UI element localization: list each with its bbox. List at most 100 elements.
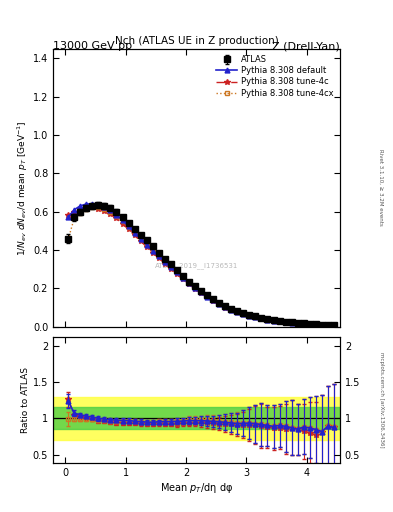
Pythia 8.308 tune-4c — [151, 249, 155, 255]
Pythia 8.308 tune-4c — [265, 317, 270, 323]
Pythia 8.308 tune-4cx — [320, 322, 324, 328]
Pythia 8.308 default — [301, 321, 306, 327]
Pythia 8.308 default — [78, 203, 83, 209]
Pythia 8.308 tune-4cx — [156, 253, 161, 259]
Pythia 8.308 tune-4c — [277, 318, 282, 325]
Pythia 8.308 tune-4c — [156, 255, 161, 261]
Pythia 8.308 default — [156, 253, 161, 260]
Pythia 8.308 tune-4cx — [314, 322, 318, 328]
Pythia 8.308 default — [90, 201, 95, 207]
Text: mcplots.cern.ch [arXiv:1306.3436]: mcplots.cern.ch [arXiv:1306.3436] — [379, 352, 384, 448]
Pythia 8.308 tune-4c — [229, 307, 233, 313]
Pythia 8.308 default — [66, 215, 70, 221]
Pythia 8.308 tune-4c — [295, 321, 300, 327]
Pythia 8.308 tune-4cx — [307, 321, 312, 327]
Pythia 8.308 default — [289, 320, 294, 326]
Pythia 8.308 tune-4cx — [265, 316, 270, 323]
Pythia 8.308 tune-4c — [223, 305, 228, 311]
Pythia 8.308 tune-4c — [241, 311, 246, 317]
Pythia 8.308 tune-4cx — [144, 242, 149, 248]
Pythia 8.308 tune-4cx — [229, 306, 233, 312]
Pythia 8.308 default — [126, 223, 131, 229]
Pythia 8.308 tune-4c — [66, 212, 70, 219]
Pythia 8.308 tune-4c — [211, 298, 215, 304]
Pythia 8.308 default — [271, 317, 276, 324]
Pythia 8.308 default — [211, 297, 215, 304]
Pythia 8.308 tune-4cx — [289, 320, 294, 326]
Pythia 8.308 tune-4cx — [114, 213, 119, 219]
Pythia 8.308 tune-4cx — [151, 247, 155, 253]
Pythia 8.308 tune-4c — [332, 323, 336, 329]
Pythia 8.308 tune-4cx — [217, 301, 222, 307]
Pythia 8.308 default — [114, 211, 119, 218]
Pythia 8.308 tune-4c — [126, 226, 131, 232]
Text: 13000 GeV pp: 13000 GeV pp — [53, 41, 132, 51]
Pythia 8.308 tune-4cx — [283, 319, 288, 325]
Pythia 8.308 tune-4c — [205, 294, 209, 301]
Pythia 8.308 tune-4c — [180, 276, 185, 283]
Pythia 8.308 tune-4c — [271, 318, 276, 324]
Pythia 8.308 tune-4c — [301, 321, 306, 327]
Pythia 8.308 default — [205, 293, 209, 300]
Pythia 8.308 default — [307, 321, 312, 327]
Pythia 8.308 tune-4c — [314, 322, 318, 328]
Pythia 8.308 tune-4c — [217, 302, 222, 308]
Pythia 8.308 tune-4cx — [84, 206, 89, 212]
Pythia 8.308 tune-4c — [169, 266, 173, 272]
Pythia 8.308 default — [193, 285, 197, 291]
Pythia 8.308 tune-4cx — [325, 322, 330, 328]
Pythia 8.308 tune-4c — [307, 322, 312, 328]
Pythia 8.308 default — [169, 264, 173, 270]
Pythia 8.308 tune-4cx — [96, 204, 101, 210]
Pythia 8.308 default — [241, 311, 246, 317]
Pythia 8.308 tune-4c — [235, 309, 240, 315]
Pythia 8.308 tune-4c — [320, 322, 324, 328]
Pythia 8.308 tune-4c — [108, 211, 113, 217]
Pythia 8.308 default — [217, 301, 222, 307]
Pythia 8.308 tune-4cx — [72, 215, 77, 221]
Pythia 8.308 tune-4cx — [174, 269, 179, 275]
Pythia 8.308 tune-4c — [84, 204, 89, 210]
Pythia 8.308 tune-4c — [283, 319, 288, 326]
Pythia 8.308 default — [180, 275, 185, 281]
Text: Rivet 3.1.10, ≥ 3.2M events: Rivet 3.1.10, ≥ 3.2M events — [379, 150, 384, 226]
Pythia 8.308 tune-4cx — [205, 293, 209, 300]
Pythia 8.308 tune-4c — [259, 315, 264, 322]
Pythia 8.308 tune-4c — [138, 238, 143, 244]
Pythia 8.308 default — [144, 242, 149, 248]
Pythia 8.308 default — [138, 236, 143, 242]
Pythia 8.308 tune-4cx — [332, 323, 336, 329]
Pythia 8.308 default — [223, 304, 228, 310]
Y-axis label: Ratio to ATLAS: Ratio to ATLAS — [21, 367, 30, 433]
Line: Pythia 8.308 default: Pythia 8.308 default — [66, 202, 336, 328]
Pythia 8.308 default — [162, 259, 167, 265]
Pythia 8.308 default — [332, 323, 336, 329]
Pythia 8.308 tune-4cx — [259, 315, 264, 322]
Pythia 8.308 tune-4c — [247, 313, 252, 319]
Pythia 8.308 tune-4cx — [241, 311, 246, 317]
Pythia 8.308 tune-4cx — [132, 230, 137, 236]
Pythia 8.308 tune-4cx — [126, 224, 131, 230]
Pythia 8.308 tune-4cx — [138, 236, 143, 242]
Pythia 8.308 tune-4c — [289, 320, 294, 326]
Pythia 8.308 default — [277, 318, 282, 325]
Pythia 8.308 tune-4cx — [277, 318, 282, 325]
Pythia 8.308 tune-4cx — [235, 309, 240, 315]
Pythia 8.308 tune-4c — [325, 322, 330, 328]
Pythia 8.308 default — [96, 202, 101, 208]
Pythia 8.308 default — [72, 207, 77, 213]
Pythia 8.308 tune-4cx — [78, 209, 83, 216]
Pythia 8.308 default — [265, 316, 270, 323]
Pythia 8.308 default — [325, 322, 330, 328]
Pythia 8.308 default — [102, 204, 107, 210]
Pythia 8.308 default — [151, 247, 155, 253]
Y-axis label: $1/N_{ev}$ $dN_{ev}$/d mean $p_T$ [GeV$^{-1}$]: $1/N_{ev}$ $dN_{ev}$/d mean $p_T$ [GeV$^… — [16, 120, 30, 255]
Pythia 8.308 tune-4cx — [199, 289, 204, 295]
Line: Pythia 8.308 tune-4cx: Pythia 8.308 tune-4cx — [66, 205, 336, 328]
Pythia 8.308 tune-4cx — [162, 259, 167, 265]
Pythia 8.308 tune-4c — [90, 204, 95, 210]
Pythia 8.308 default — [253, 314, 258, 320]
Pythia 8.308 default — [229, 307, 233, 313]
Pythia 8.308 default — [235, 309, 240, 315]
Pythia 8.308 tune-4cx — [90, 204, 95, 210]
